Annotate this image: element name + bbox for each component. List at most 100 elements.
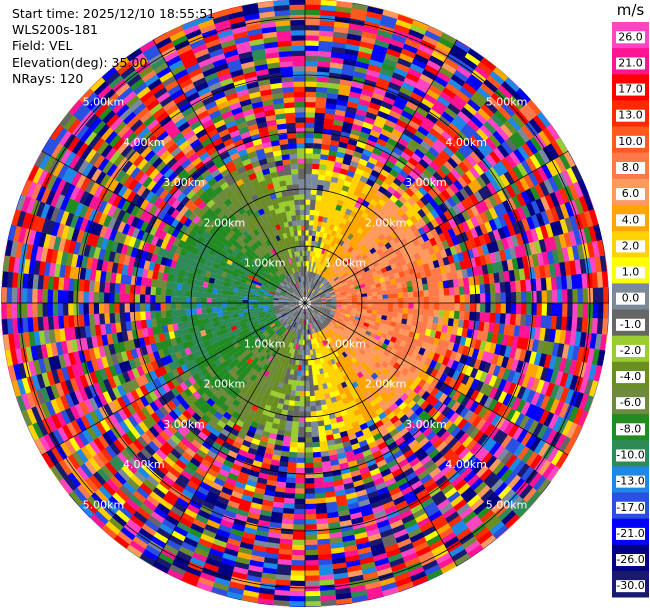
velocity-gate [315,107,326,114]
velocity-gate [336,151,346,159]
velocity-gate [305,291,308,298]
velocity-gate [428,25,444,33]
velocity-gate [382,95,396,106]
velocity-gate [317,50,332,58]
velocity-gate [319,231,324,238]
velocity-gate [305,101,316,108]
velocity-gate [311,235,316,242]
velocity-gate [331,197,339,205]
velocity-gate [337,94,350,102]
velocity-gate [405,72,420,83]
velocity-gate [403,105,416,116]
velocity-gate [330,176,339,184]
velocity-gate [311,168,320,175]
velocity-gate [305,219,310,226]
velocity-gate [324,238,330,245]
velocity-gate [379,168,390,178]
velocity-gate [316,189,323,196]
velocity-gate [428,84,443,96]
velocity-gate [334,109,346,117]
velocity-gate [323,123,334,130]
velocity-gate [374,142,385,152]
velocity-gate [369,186,379,195]
velocity-gate [335,156,344,164]
velocity-gate [307,286,311,293]
velocity-gate [393,67,408,78]
velocity-gate [324,175,332,182]
velocity-gate [312,153,321,160]
velocity-gate [392,146,404,156]
velocity-gate [320,270,326,277]
velocity-gate [335,204,343,212]
velocity-gate [364,15,382,25]
velocity-gate [305,255,308,262]
velocity-gate [315,246,320,253]
velocity-gate [325,233,332,240]
velocity-gate [378,24,395,34]
velocity-gate [327,212,334,220]
velocity-gate [379,67,394,78]
velocity-gate [393,123,406,134]
velocity-gate [318,275,323,281]
velocity-gate [306,271,309,277]
velocity-gate [308,266,311,272]
velocity-gate [313,132,323,139]
velocity-gate [374,177,384,187]
velocity-gate [330,218,337,226]
velocity-gate [333,248,340,255]
velocity-gate [308,224,314,231]
velocity-gate [305,291,307,298]
velocity-gate [305,0,322,5]
velocity-gate [422,34,439,47]
velocity-gate [377,110,390,120]
velocity-gate [379,151,391,161]
velocity-gate [314,117,325,124]
velocity-gate [330,134,341,142]
velocity-gate [305,111,316,118]
velocity-gate [312,158,321,165]
velocity-gate [309,287,313,294]
velocity-gate [316,225,322,232]
velocity-gate [352,2,369,7]
velocity-gate [330,56,344,64]
velocity-gate [305,173,312,180]
velocity-gate [335,104,347,112]
velocity-gate [324,260,329,267]
velocity-gate [314,267,319,274]
velocity-gate [404,38,421,50]
velocity-gate [333,192,341,200]
velocity-gate [305,106,316,113]
velocity-gate [310,271,314,278]
velocity-gate [317,66,330,73]
velocity-gate [340,228,347,236]
velocity-gate [326,159,336,167]
velocity-gate [384,141,396,152]
velocity-gate [362,83,376,93]
velocity-gate [327,191,335,199]
velocity-gate [305,45,319,52]
velocity-gate [390,105,404,115]
velocity-gate [398,13,415,20]
velocity-gate [369,59,384,68]
velocity-gate [327,87,339,95]
velocity-gate [305,214,310,221]
velocity-gate [312,163,320,170]
elevation: Elevation(deg): 35.00 [12,54,148,70]
velocity-gate [360,35,376,45]
velocity-gate [335,237,342,245]
velocity-gate [380,100,394,111]
velocity-gate [306,291,309,298]
velocity-gate [384,159,396,169]
velocity-gate [371,49,387,59]
velocity-gate [316,262,321,269]
velocity-gate [353,70,367,80]
velocity-gate [331,46,346,54]
velocity-gate [309,204,316,211]
velocity-gate [326,164,335,172]
velocity-gate [415,48,432,60]
velocity-gate [431,79,446,92]
velocity-gate [314,262,319,268]
velocity-gate [322,259,327,266]
velocity-gate [387,155,398,165]
velocity-gate [317,61,331,68]
